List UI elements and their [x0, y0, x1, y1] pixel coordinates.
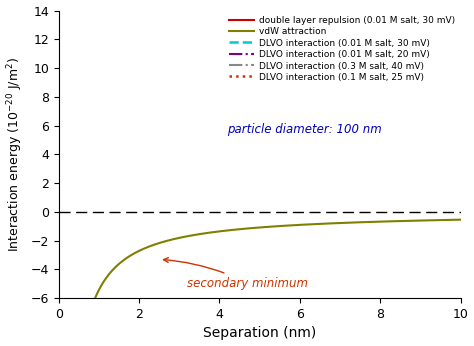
Text: particle diameter: 100 nm: particle diameter: 100 nm — [228, 123, 382, 136]
X-axis label: Separation (nm): Separation (nm) — [203, 326, 316, 340]
Text: secondary minimum: secondary minimum — [164, 258, 309, 290]
Legend: double layer repulsion (0.01 M salt, 30 mV), vdW attraction, DLVO interaction (0: double layer repulsion (0.01 M salt, 30 … — [228, 15, 456, 83]
Y-axis label: Interaction energy ($10^{-20}$ J/m$^2$): Interaction energy ($10^{-20}$ J/m$^2$) — [6, 57, 25, 252]
